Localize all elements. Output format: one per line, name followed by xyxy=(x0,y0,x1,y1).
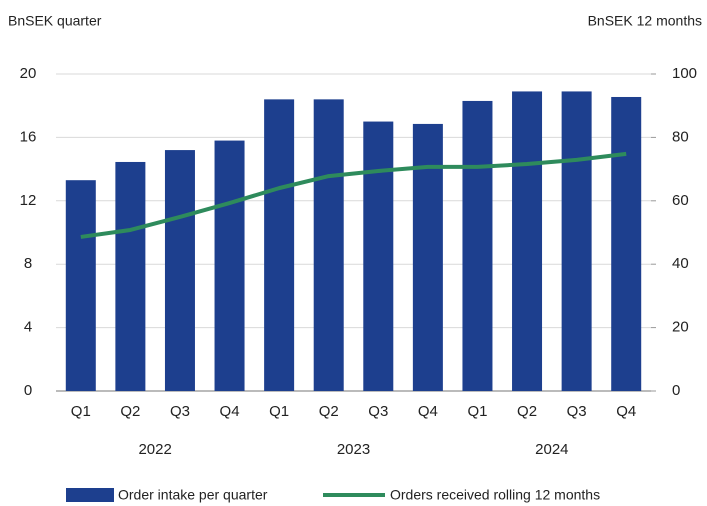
x-tick-label: Q3 xyxy=(567,403,587,420)
bar xyxy=(512,91,543,391)
x-tick-label: Q2 xyxy=(319,403,339,420)
y2-tick-label: 40 xyxy=(672,255,689,272)
y2-tick-label: 100 xyxy=(672,65,697,82)
x-tick-label: Q1 xyxy=(269,403,289,420)
x-tick-label: Q2 xyxy=(517,403,537,420)
y-tick-label: 8 xyxy=(24,255,32,272)
y-tick-label: 16 xyxy=(20,128,37,145)
bar xyxy=(313,99,344,392)
bar xyxy=(164,150,195,391)
y-axis-label: BnSEK quarter xyxy=(8,13,102,29)
y2-tick-label: 80 xyxy=(672,128,689,145)
y-tick-label: 20 xyxy=(20,65,37,82)
y-tick-label: 0 xyxy=(24,382,32,399)
line xyxy=(80,151,627,239)
x-tick-label: Q4 xyxy=(616,403,636,420)
bar xyxy=(115,161,146,391)
y2-tick-label: 60 xyxy=(672,192,689,209)
bar xyxy=(561,91,592,391)
x-tick-label: Q2 xyxy=(120,403,140,420)
bar xyxy=(462,100,493,391)
x-tick-label: Q4 xyxy=(220,403,240,420)
y2-axis-label: BnSEK 12 months xyxy=(588,13,702,29)
x-group-label: 2023 xyxy=(337,441,370,458)
x-tick-label: Q1 xyxy=(71,403,91,420)
bar xyxy=(611,96,642,392)
legend-swatch xyxy=(66,488,114,502)
x-tick-label: Q1 xyxy=(467,403,487,420)
y-tick-label: 4 xyxy=(24,319,32,336)
legend-label: Order intake per quarter xyxy=(118,487,268,503)
bar xyxy=(363,121,394,392)
bar xyxy=(65,180,96,391)
bar xyxy=(412,123,443,392)
x-tick-label: Q4 xyxy=(418,403,438,420)
x-group-label: 2024 xyxy=(535,441,568,458)
bar xyxy=(214,140,245,391)
y2-tick-label: 0 xyxy=(672,382,680,399)
bar xyxy=(264,99,295,392)
x-tick-label: Q3 xyxy=(170,403,190,420)
x-group-label: 2022 xyxy=(138,441,171,458)
y-tick-label: 12 xyxy=(20,192,37,209)
x-tick-label: Q3 xyxy=(368,403,388,420)
y2-tick-label: 20 xyxy=(672,319,689,336)
legend-label: Orders received rolling 12 months xyxy=(390,487,600,503)
